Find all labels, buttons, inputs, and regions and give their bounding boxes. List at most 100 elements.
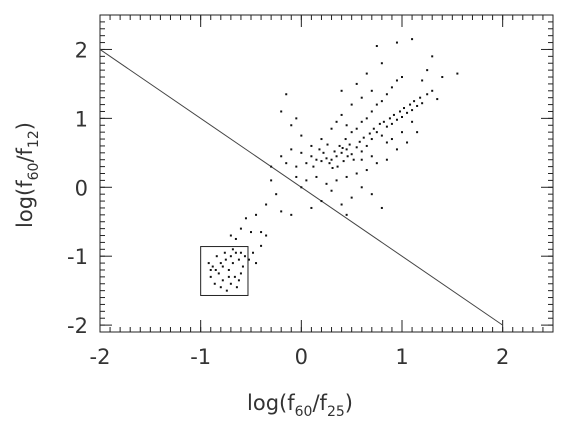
point [406, 141, 409, 144]
point [395, 118, 398, 121]
point [350, 153, 353, 156]
point [280, 110, 283, 113]
point [340, 113, 343, 116]
point [312, 165, 315, 168]
point [370, 155, 373, 158]
point [385, 125, 388, 128]
point [211, 265, 214, 268]
point [385, 141, 388, 144]
point [380, 100, 383, 103]
point [355, 172, 358, 175]
point [370, 89, 373, 92]
point [285, 93, 288, 96]
point [265, 203, 268, 206]
point [255, 262, 258, 265]
point [382, 120, 385, 123]
plot-frame [99, 14, 554, 333]
label-part: 60 [295, 404, 313, 420]
point [320, 138, 323, 141]
point [401, 131, 403, 134]
point [416, 131, 419, 134]
point [244, 217, 247, 220]
point [235, 286, 238, 289]
point [252, 251, 255, 254]
point [340, 89, 343, 92]
point [209, 275, 212, 278]
point [280, 210, 283, 213]
point [326, 143, 329, 146]
y-tick-label: -1 [67, 245, 88, 269]
point [325, 157, 328, 160]
point [285, 162, 288, 165]
y-tick-label: 1 [75, 107, 88, 131]
point [290, 124, 293, 127]
point [385, 93, 388, 96]
point [215, 255, 218, 258]
point [295, 117, 298, 120]
point [305, 179, 308, 182]
point [318, 148, 321, 151]
point [395, 79, 398, 82]
point [360, 120, 363, 123]
point [346, 155, 349, 158]
point [290, 148, 293, 151]
point [345, 148, 348, 151]
point [231, 262, 234, 265]
point [350, 103, 353, 106]
point [250, 231, 252, 234]
y-tick-label: -2 [67, 314, 88, 338]
point [345, 124, 348, 127]
point [270, 165, 273, 168]
point [231, 248, 234, 251]
label-part: log(f [247, 391, 295, 415]
point [360, 186, 363, 189]
point [403, 107, 406, 110]
point [315, 158, 318, 161]
point [344, 138, 347, 141]
point [331, 166, 334, 169]
y-axis-label: log(f60/f12) [13, 122, 42, 228]
point [275, 193, 278, 196]
point [390, 138, 393, 141]
x-tick-label: -1 [190, 345, 211, 369]
x-axis-label: log(f60/f25) [247, 391, 353, 420]
point [280, 155, 283, 158]
point [436, 98, 439, 101]
point [333, 150, 336, 153]
point [401, 76, 403, 79]
point [341, 147, 344, 150]
point [416, 104, 419, 107]
point [411, 38, 414, 41]
point [358, 140, 361, 143]
point [441, 76, 444, 79]
label-part: /f [312, 391, 327, 415]
point [375, 103, 378, 106]
point [300, 134, 303, 137]
point [380, 206, 383, 209]
label-part: 12 [26, 130, 42, 148]
point [320, 200, 323, 203]
point [355, 146, 358, 149]
point [392, 113, 395, 116]
point [243, 255, 246, 258]
point [426, 93, 429, 96]
point [310, 155, 313, 158]
point [426, 69, 429, 72]
point [322, 151, 325, 154]
point [431, 55, 434, 58]
point [221, 265, 224, 268]
point [413, 100, 416, 103]
point [330, 189, 333, 192]
point [368, 132, 371, 135]
point [260, 231, 263, 234]
point [295, 175, 298, 178]
point [221, 279, 224, 282]
point [360, 158, 363, 161]
point [227, 268, 230, 271]
point [290, 213, 293, 216]
point [310, 144, 313, 147]
point [370, 193, 373, 196]
point [348, 143, 351, 146]
point [362, 136, 365, 139]
point [335, 120, 338, 123]
